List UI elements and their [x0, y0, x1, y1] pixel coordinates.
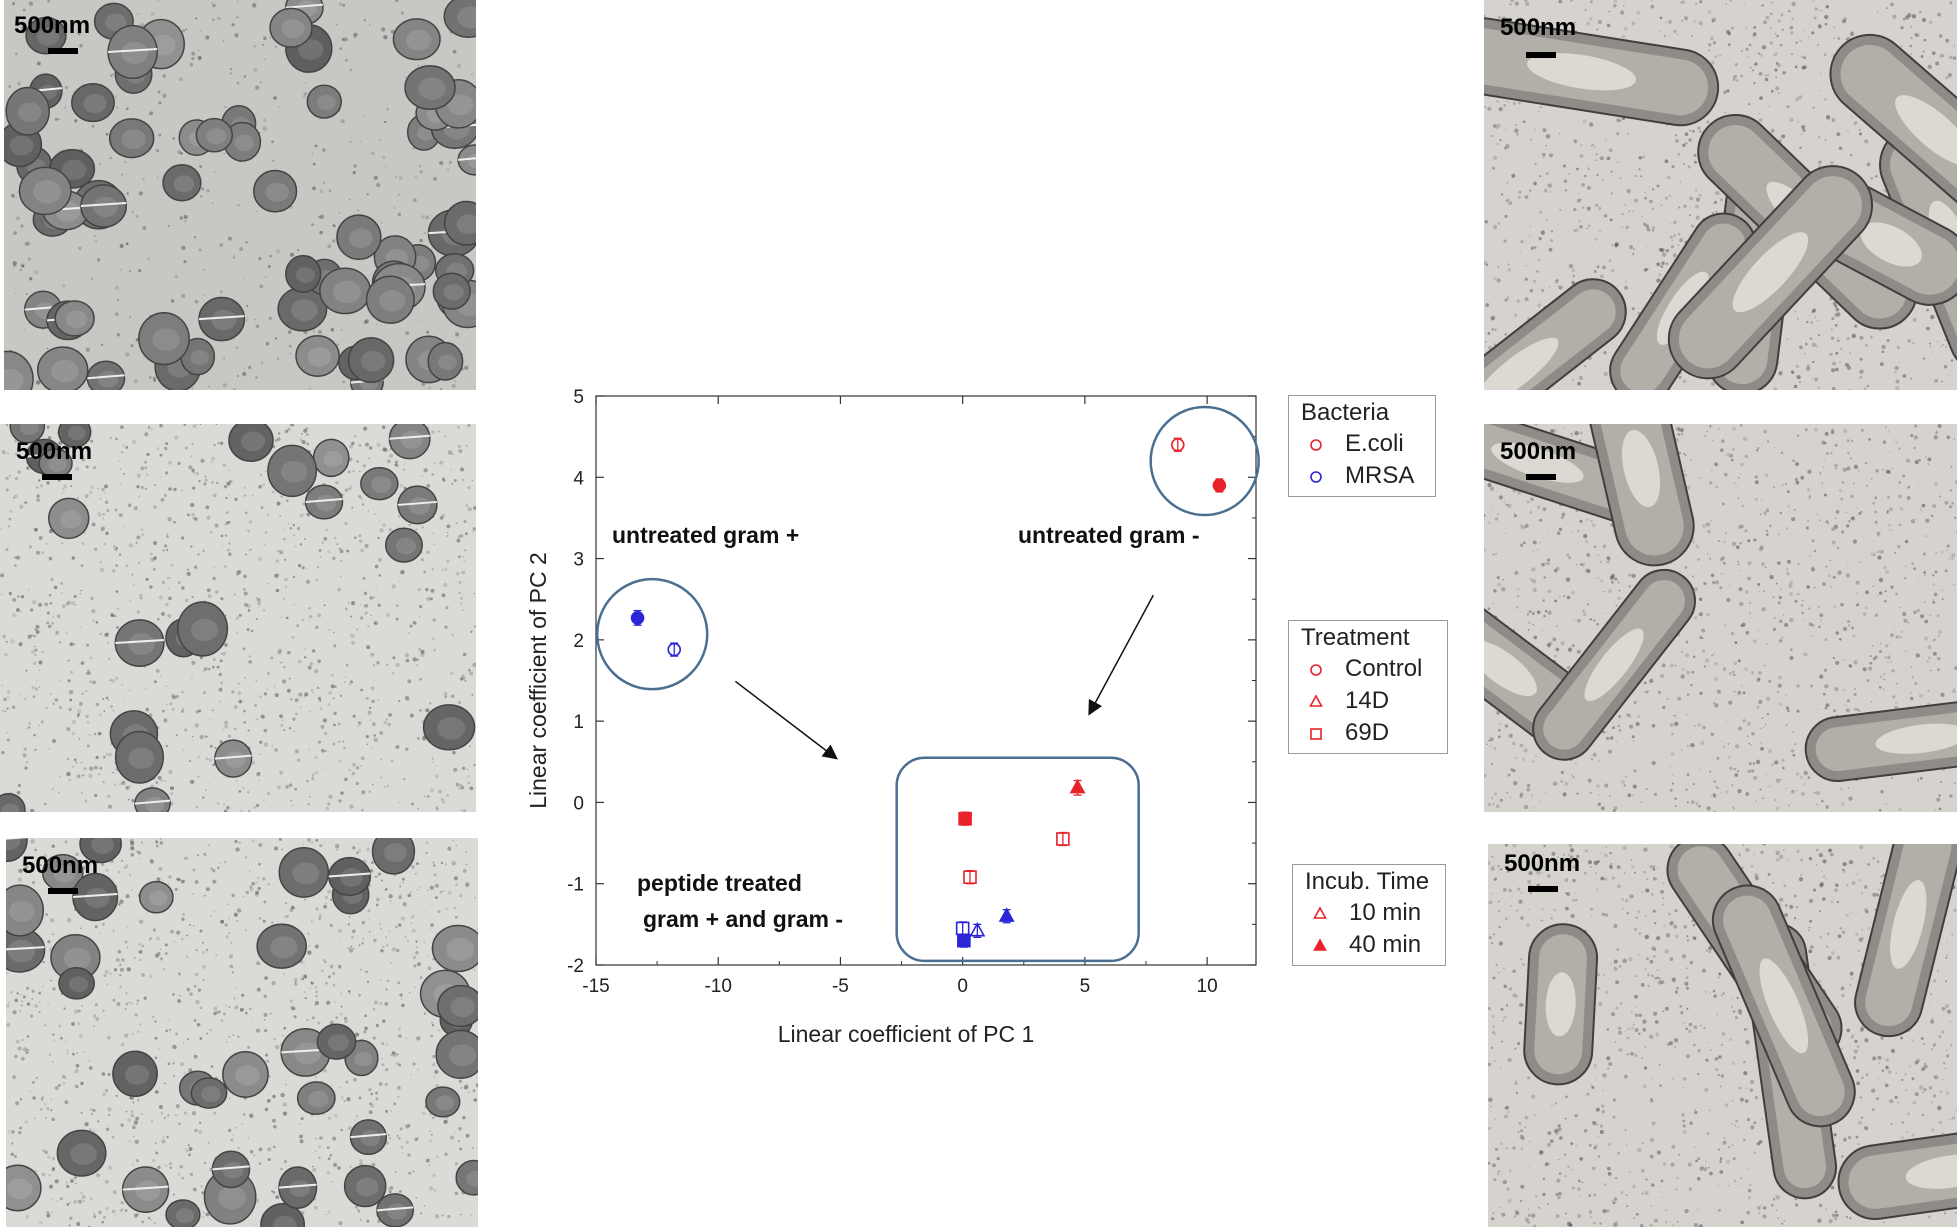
scale-label-right-middle: 500nm	[1500, 438, 1577, 465]
scale-bar-left-top	[48, 48, 78, 54]
legend-marker	[1310, 728, 1322, 740]
legend-title: Incub. Time	[1305, 868, 1430, 895]
legend-label: E.coli	[1345, 430, 1404, 457]
legend-label: Control	[1345, 655, 1423, 682]
cluster-untreated-gram-positive	[595, 577, 709, 691]
scale-bar-left-bottom	[48, 888, 78, 894]
x-tick-label: -15	[582, 976, 609, 997]
legend-symbol	[1313, 906, 1327, 919]
legend-marker	[1310, 439, 1322, 451]
y-tick-label: 3	[573, 550, 584, 571]
data-point	[1212, 478, 1227, 493]
x-tick-label: 5	[1080, 976, 1091, 997]
legend-symbol	[1313, 938, 1327, 951]
data-point	[998, 907, 1015, 922]
micrograph-right-top	[1484, 0, 1957, 390]
y-tick-label: 1	[573, 712, 584, 733]
legend-marker	[1310, 471, 1322, 483]
annotation-untreated-gram-positive: untreated gram +	[612, 522, 800, 548]
data-point	[969, 921, 986, 937]
micrograph-left-middle	[0, 424, 476, 812]
x-tick-label: 0	[957, 976, 968, 997]
micrograph-left-bottom	[6, 838, 478, 1227]
y-tick-label: 5	[573, 387, 584, 408]
annotation-untreated-gram-negative: untreated gram -	[1018, 522, 1200, 548]
data-point	[958, 811, 972, 826]
legend-symbol	[1309, 694, 1323, 707]
legend-symbol	[1310, 728, 1322, 740]
legend-treatment: Treatment Control 14D 69D	[1288, 620, 1448, 754]
legend-label: MRSA	[1345, 462, 1415, 489]
legend-marker	[1313, 938, 1327, 951]
arrow-gram-negative	[1088, 594, 1154, 716]
x-axis-label: Linear coefficient of PC 1	[778, 1021, 1035, 1047]
micrograph-left-top	[4, 0, 476, 390]
micrograph-left-middle-image	[0, 424, 476, 812]
scale-bar-left-middle	[42, 474, 72, 480]
annotation-peptide-treated-line1: peptide treated	[637, 870, 802, 896]
y-tick-label: -2	[567, 956, 584, 977]
micrograph-right-top-image	[1484, 0, 1957, 390]
data-point	[667, 642, 682, 657]
legend-label: 14D	[1345, 687, 1390, 714]
scale-label-right-top: 500nm	[1500, 14, 1577, 41]
legend-incubation-time: Incub. Time 10 min 40 min	[1292, 864, 1446, 966]
micrograph-right-bottom-image	[1488, 844, 1957, 1227]
scale-bar-right-top	[1526, 52, 1556, 58]
scale-label-left-top: 500nm	[14, 12, 91, 39]
scale-bar-right-bottom	[1528, 886, 1558, 892]
y-tick-label: 0	[573, 793, 584, 814]
legend-symbol	[1310, 664, 1322, 676]
legend-marker	[1313, 906, 1327, 919]
micrograph-left-bottom-image	[6, 838, 478, 1227]
legend-marker	[1309, 694, 1323, 707]
y-tick-label: -1	[567, 875, 584, 896]
cluster-untreated-gram-negative	[1149, 405, 1260, 517]
x-tick-label: -10	[704, 976, 731, 997]
legend-item: 14D	[1289, 685, 1447, 717]
micrograph-left-top-image	[4, 0, 476, 390]
y-tick-label: 2	[573, 631, 584, 652]
legend-item: Control	[1289, 653, 1447, 685]
legend-item: 69D	[1289, 717, 1447, 749]
scale-label-left-middle: 500nm	[16, 438, 93, 465]
legend-label: 69D	[1345, 719, 1390, 746]
x-tick-label: 10	[1197, 976, 1218, 997]
legend-title: Bacteria	[1301, 399, 1390, 426]
legend-item: E.coli	[1289, 428, 1435, 460]
scale-label-left-bottom: 500nm	[22, 852, 99, 879]
data-point	[1170, 437, 1185, 452]
pca-scatter-chart: -15 -10 -5 0 5 10 -2 -1 0 1 2 3 4 5 Linear coefficient…	[520, 380, 1440, 1060]
legend-item: MRSA	[1289, 460, 1435, 492]
data-point	[1056, 832, 1070, 846]
x-tick-label: -5	[832, 976, 849, 997]
legend-bacteria: Bacteria E.coli MRSA	[1288, 395, 1436, 497]
data-point	[963, 870, 977, 885]
legend-marker	[1310, 664, 1322, 676]
data-point	[1069, 778, 1086, 794]
legend-symbol	[1310, 471, 1322, 483]
arrow-gram-positive	[734, 680, 838, 760]
scale-bar-right-middle	[1526, 474, 1556, 480]
data-point	[630, 611, 645, 625]
annotation-peptide-treated-line2: gram + and gram -	[643, 906, 844, 932]
scale-label-right-bottom: 500nm	[1504, 850, 1581, 877]
legend-label: 10 min	[1349, 899, 1422, 926]
legend-item: 40 min	[1293, 929, 1445, 961]
legend-symbol	[1310, 439, 1322, 451]
micrograph-right-middle	[1484, 424, 1957, 812]
legend-label: 40 min	[1349, 931, 1422, 958]
legend-title: Treatment	[1301, 624, 1410, 651]
cluster-peptide-treated	[895, 756, 1140, 963]
micrograph-right-middle-image	[1484, 424, 1957, 812]
micrograph-right-bottom	[1488, 844, 1957, 1227]
y-tick-label: 4	[573, 468, 584, 489]
data-point	[957, 933, 971, 948]
legend-item: 10 min	[1293, 897, 1445, 929]
y-axis-label: Linear coefficient of PC 2	[525, 552, 551, 809]
